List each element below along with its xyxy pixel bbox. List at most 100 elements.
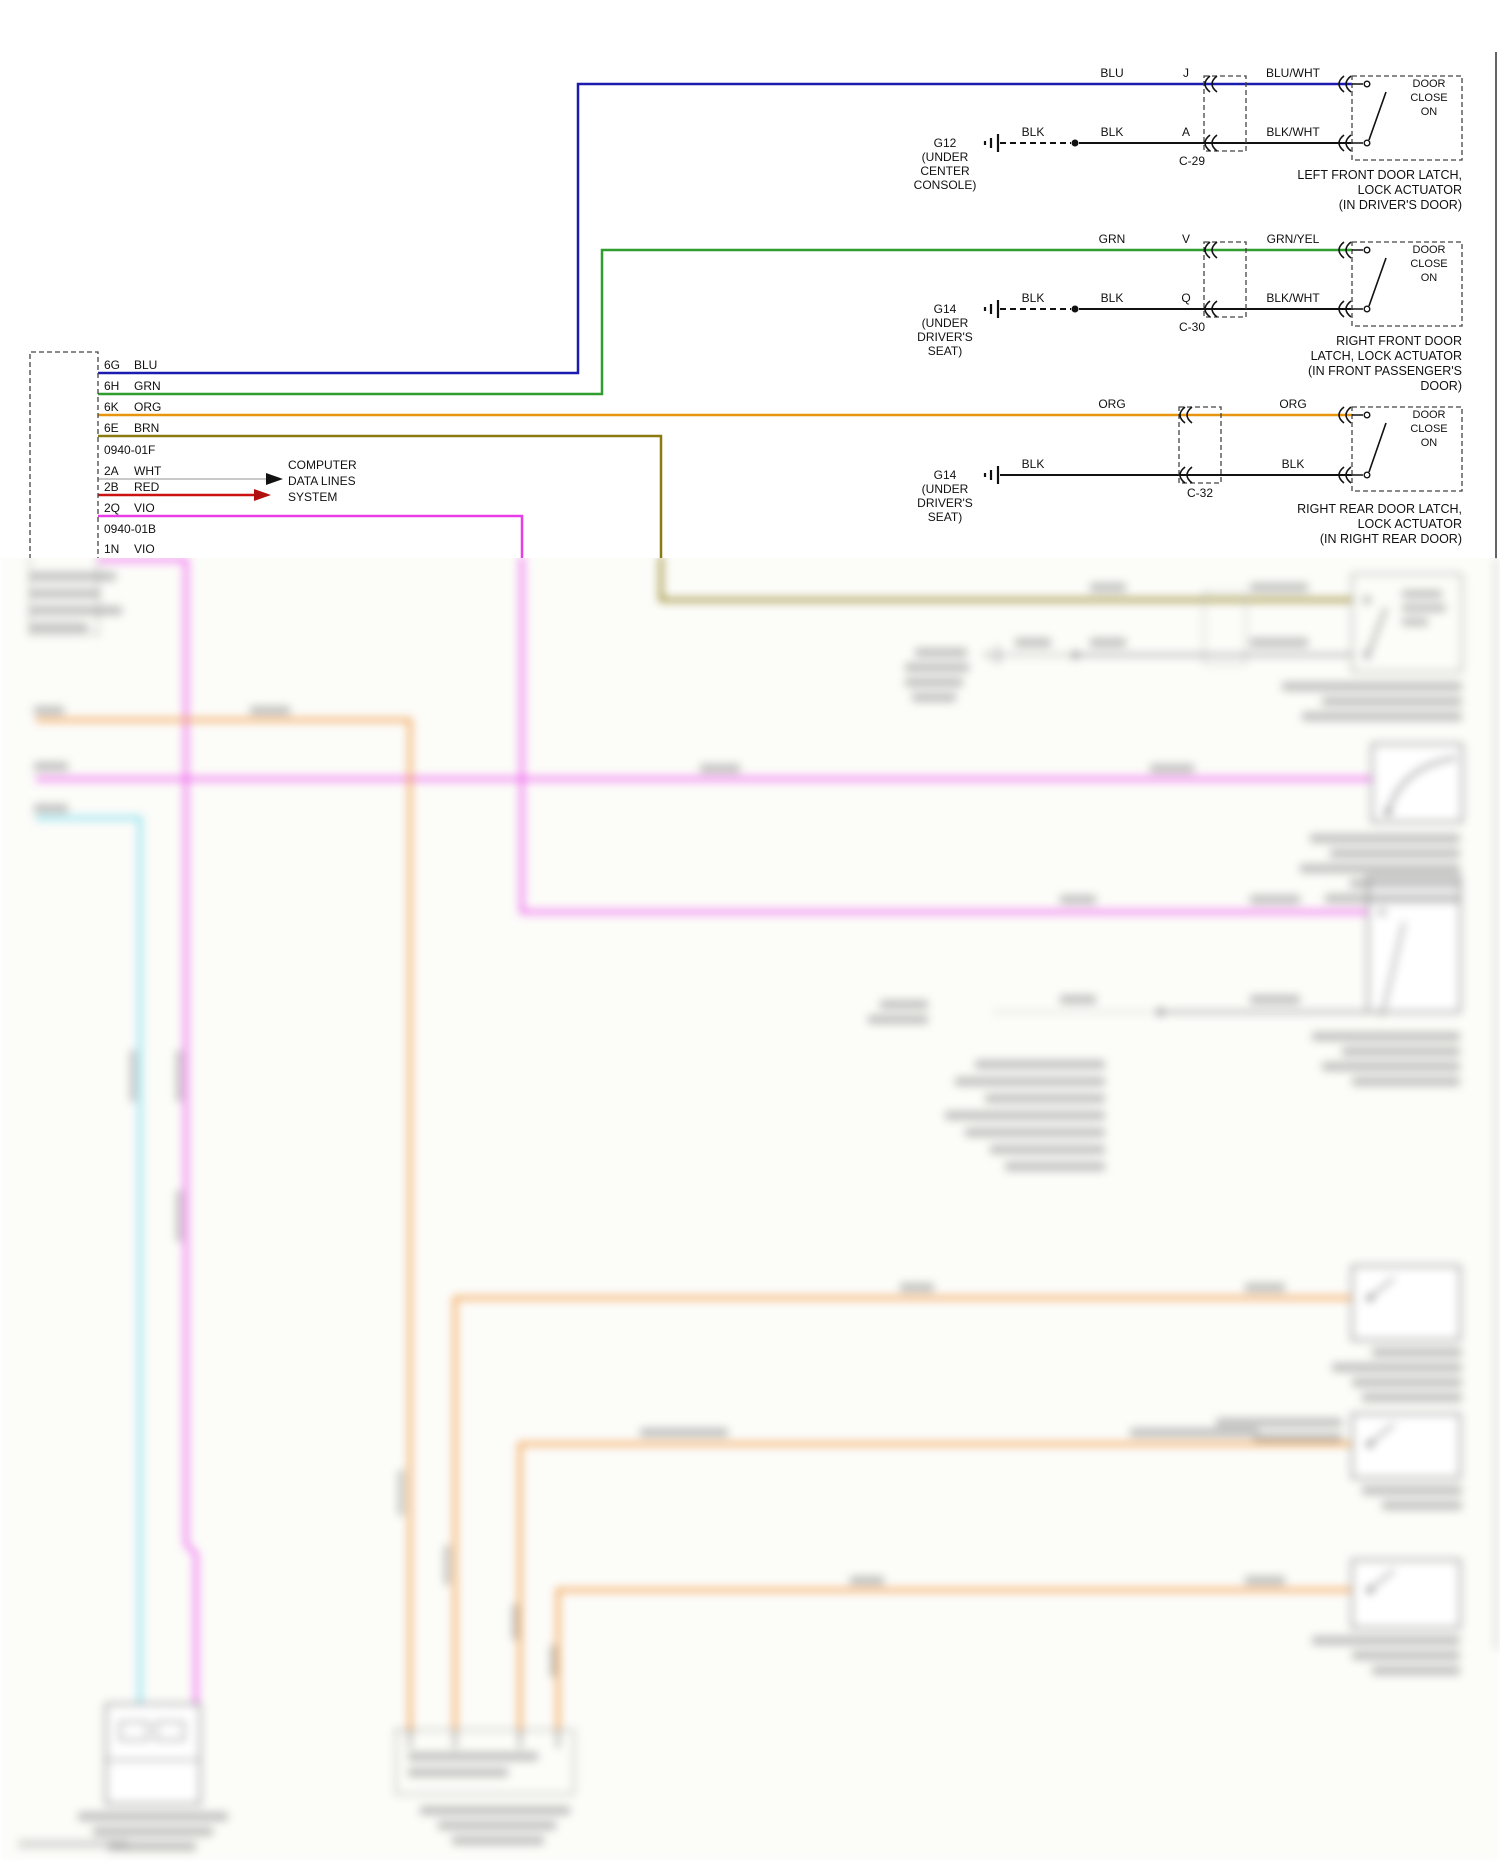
pin-id-label: 6E [104,421,119,435]
pin-letter-label: A [1181,125,1190,139]
wire-vio [36,558,1372,1704]
device-state-label: CLOSE [1410,423,1448,435]
pin-id-label: 6K [104,400,119,414]
ground-location-label: CONSOLE) [913,178,977,192]
wire-vio [98,514,524,559]
component-caption: LOCK ACTUATOR [1357,517,1462,531]
wire-color-label: VIO [134,542,155,556]
wire-color-label: WHT [134,464,162,478]
wire-color-label: ORG [134,400,162,414]
wire-color-label: BLK [1021,291,1045,305]
wire-color-label: ORG [1279,397,1307,411]
switch-terminal [1363,305,1371,313]
device-state-label: ON [1420,437,1438,449]
switch-terminal [1363,80,1371,88]
component-caption: (IN RIGHT REAR DOOR) [1319,532,1462,546]
computer-note-line: SYSTEM [288,490,338,504]
switch-terminal [1363,246,1371,254]
computer-data-arrow-icon [254,489,271,501]
connector-c30-box [1203,241,1247,318]
computer-note-line: DATA LINES [288,474,356,488]
pin-letter-label: J [1183,66,1189,80]
door-switch-box-2 [1351,1413,1461,1479]
pin-id-label: 2Q [104,501,121,515]
connector-arcs-icon [1179,75,1352,484]
device-state-label: CLOSE [1410,92,1448,104]
wire-color-label: GRN [134,379,161,393]
wire-org [36,718,1352,1732]
pin-id-label: 0940-01B [104,522,157,536]
ground-wire-circuit-2 [983,300,1352,318]
component-caption: RIGHT REAR DOOR LATCH, [1297,502,1462,516]
pin-letter-label: Q [1181,291,1191,305]
switch-terminal [1363,471,1371,479]
wire-color-label: BLU [134,358,158,372]
component-caption: LATCH, LOCK ACTUATOR [1310,349,1462,363]
left-connector-box [29,558,99,635]
wire-color-label: BLK/WHT [1266,125,1320,139]
wire-grn [98,248,1352,396]
wire-blu [98,82,1352,375]
ground-icon [983,646,1000,664]
wire-color-label: BLK [1100,125,1124,139]
ground-wire-circuit-3 [983,466,1352,484]
ground-id-label: G14 [933,468,957,482]
component-caption: LEFT FRONT DOOR LATCH, [1297,168,1462,182]
switch-blade [1368,422,1387,473]
bottom-left-component-box [105,1703,201,1805]
component-caption: LOCK ACTUATOR [1357,183,1462,197]
wire-color-label: BRN [134,421,160,435]
key-cylinder-box [1371,743,1463,823]
device-state-label: DOOR [1412,409,1446,421]
device-state-label: ON [1420,106,1438,118]
pin-id-label: 2B [104,480,119,494]
computer-note-line: COMPUTER [288,458,357,472]
wire-color-label: BLK/WHT [1266,291,1320,305]
ground-icon [983,300,1000,318]
device-state-label: CLOSE [1410,258,1448,270]
computer-data-arrow-icon [266,473,283,485]
switch-terminal [1363,411,1371,419]
ground-location-label: DRIVER'S [917,496,973,510]
component-caption: RIGHT FRONT DOOR [1336,334,1462,348]
ground-icon [983,134,1000,152]
blurred-text-bars [18,572,1462,1851]
pin-id-label: 6H [104,379,120,393]
actuator-box-right-rear [1351,406,1463,492]
ground-id-label: G14 [933,302,957,316]
component-caption: (IN FRONT PASSENGER'S [1307,364,1462,378]
device-state-label: DOOR [1412,78,1446,90]
wire-cyan [36,815,143,1704]
door-switch-box-3 [1351,1559,1461,1629]
pin-letter-label: V [1181,232,1190,246]
ground-location-label: CENTER [920,164,970,178]
wiring-svg-blurred [18,558,1497,1851]
wire-color-label: VIO [134,501,155,515]
connector-id-label: C-32 [1186,486,1213,500]
splice-dot [1071,139,1079,147]
ground-location-label: DRIVER'S [917,330,973,344]
left-connector-box [29,351,99,559]
switch-sense-wire [995,1008,1368,1016]
switch-blade [1368,91,1387,141]
connector-c29-box [1203,75,1247,152]
wire-color-label: BLK [1021,125,1045,139]
ground-wire-circuit-1 [983,134,1352,152]
device-state-label: DOOR [1412,244,1446,256]
actuator-box-right-front [1351,241,1463,327]
device-state-label: ON [1420,272,1438,284]
connector-id-label: C-29 [1178,154,1205,168]
pin-id-label: 2A [104,464,119,478]
blurred-region [0,558,1500,1861]
connector-id-label: C-30 [1178,320,1205,334]
component-caption: (IN DRIVER'S DOOR) [1338,198,1462,212]
ground-location-label: (UNDER [921,482,969,496]
ground-location-label: SEAT) [927,510,963,524]
wire-color-label: BLK [1100,291,1124,305]
ground-location-label: SEAT) [927,344,963,358]
wire-brn [98,434,663,559]
wire-color-label: BLU/WHT [1266,66,1320,80]
actuator-box-left-rear [1351,573,1463,673]
switch-blade [1368,257,1387,307]
